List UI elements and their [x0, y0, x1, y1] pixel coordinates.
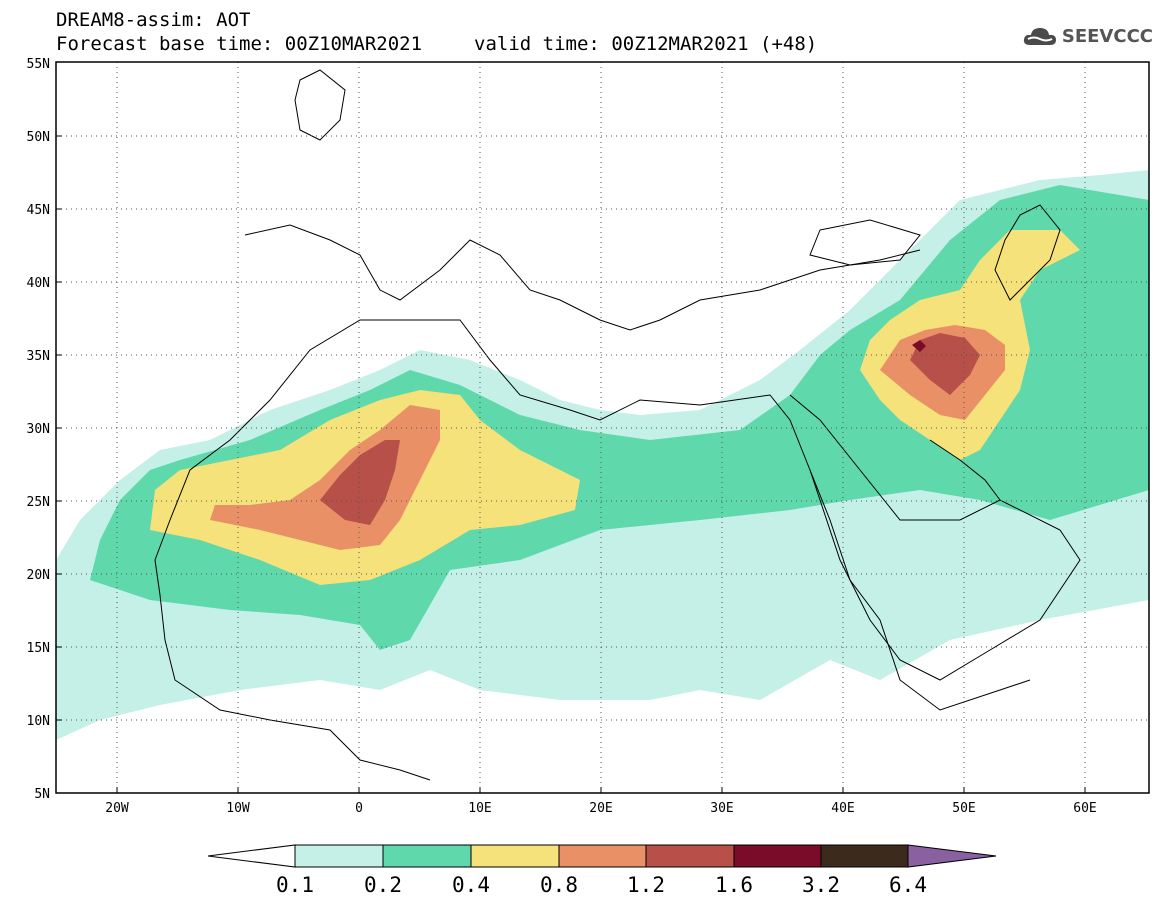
colorbar-bin-0.1-0.2 [294, 844, 384, 868]
lat-tick-25n: 25N [27, 495, 50, 510]
europe-coastline [244, 224, 921, 331]
aot-contour-0.8 [210, 405, 440, 550]
colorbar-label-0.4: 0.4 [452, 873, 490, 897]
forecast-base-time: Forecast base time: 00Z10MAR2021 [56, 33, 423, 55]
lat-tick-40n: 40N [27, 276, 50, 291]
lon-tick-20w: 20W [105, 801, 129, 816]
colorbar-bin-1.6-3.2 [733, 844, 822, 868]
aot-contour-1.2-east [910, 333, 980, 395]
caspian-sea [994, 204, 1061, 301]
colorbar-high-arrow [907, 844, 997, 868]
africa-west-coast [159, 594, 431, 781]
colorbar-label-3.2: 3.2 [802, 873, 840, 897]
lat-tick-45n: 45N [27, 203, 50, 218]
lon-tick-20e: 20E [589, 801, 612, 816]
uk-outline [294, 69, 346, 141]
colorbar-labels: 0.1 0.2 0.4 0.8 1.2 1.6 3.2 6.4 [276, 873, 927, 897]
colorbar-bin-1.2-1.6 [645, 844, 735, 868]
lat-tick-5n: 5N [34, 787, 50, 802]
lon-tick-10w: 10W [226, 801, 250, 816]
colorbar-bin-0.2-0.4 [382, 844, 472, 868]
axis-ticks [56, 135, 1086, 793]
forecast-times: Forecast base time: 00Z10MAR2021 valid ti… [56, 34, 817, 54]
aot-field [56, 170, 1149, 740]
lat-tick-35n: 35N [27, 349, 50, 364]
lat-tick-labels: 5N 10N 15N 20N 25N 30N 35N 40N 45N 50N 5… [27, 57, 50, 802]
colorbar-label-0.2: 0.2 [364, 873, 402, 897]
logo-text: SEEVCCC [1061, 25, 1153, 47]
colorbar-bin-3.2-6.4 [820, 844, 909, 868]
colorbar-label-6.4: 6.4 [889, 873, 927, 897]
lat-tick-50n: 50N [27, 130, 50, 145]
valid-time: valid time: 00Z12MAR2021 (+48) [474, 33, 818, 55]
lat-tick-15n: 15N [27, 641, 50, 656]
gridlines [56, 62, 1149, 793]
arabian-peninsula [789, 394, 1081, 681]
black-sea [809, 219, 921, 266]
colorbar-low-arrow [207, 844, 296, 868]
africa-coastline [154, 319, 1031, 711]
colorbar-label-1.2: 1.2 [627, 873, 665, 897]
chart-title: DREAM8-assim: AOT [56, 9, 251, 31]
lon-tick-50e: 50E [952, 801, 975, 816]
coastlines [154, 69, 1081, 781]
colorbar-bin-0.4-0.8 [470, 844, 560, 868]
lon-tick-60e: 60E [1073, 801, 1096, 816]
lon-tick-0: 0 [355, 801, 363, 816]
lon-tick-40e: 40E [831, 801, 854, 816]
lon-tick-10e: 10E [468, 801, 491, 816]
colorbar-label-0.8: 0.8 [540, 873, 578, 897]
lat-tick-30n: 30N [27, 422, 50, 437]
aot-contour-1.2 [320, 440, 400, 525]
lon-tick-labels: 20W 10W 0 10E 20E 30E 40E 50E 60E [105, 801, 1096, 816]
aot-contour-1.6 [912, 340, 926, 352]
lat-tick-55n: 55N [27, 57, 50, 72]
cloud-icon [1023, 28, 1056, 45]
seevccc-logo: SEEVCCC [1022, 25, 1153, 47]
colorbar [207, 844, 997, 868]
lon-tick-30e: 30E [710, 801, 733, 816]
colorbar-bin-0.8-1.2 [558, 844, 647, 868]
lat-tick-10n: 10N [27, 714, 50, 729]
persian-gulf [929, 439, 1001, 501]
colorbar-label-0.1: 0.1 [276, 873, 314, 897]
lat-tick-20n: 20N [27, 568, 50, 583]
colorbar-label-1.6: 1.6 [715, 873, 753, 897]
